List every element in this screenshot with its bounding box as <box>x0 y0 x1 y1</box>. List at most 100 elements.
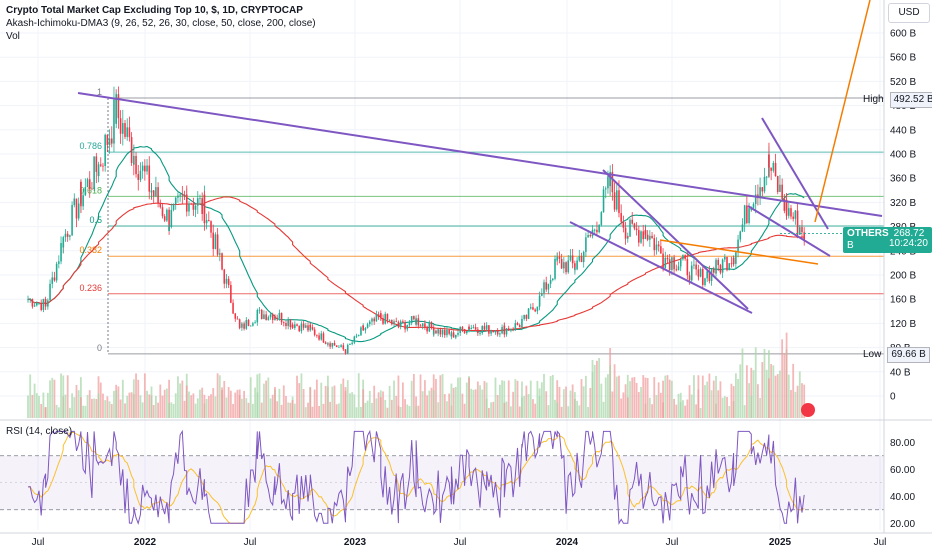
candle-body <box>565 262 567 273</box>
volume-bar <box>432 390 435 418</box>
volume-bar <box>174 393 177 418</box>
volume-bar <box>241 398 243 418</box>
volume-bar <box>776 374 779 418</box>
candle-body <box>668 259 671 270</box>
volume-bar <box>395 395 398 418</box>
volume-bar <box>739 364 742 418</box>
volume-bar <box>699 407 702 418</box>
volume-bar <box>108 401 111 418</box>
volume-bar <box>715 375 717 418</box>
volume-bar <box>582 386 585 418</box>
candle-body <box>649 235 651 240</box>
volume-bar <box>397 405 400 418</box>
volume-bar <box>492 401 495 418</box>
volume-bar <box>443 394 446 418</box>
candle-body <box>238 319 241 328</box>
candle-body <box>62 237 65 248</box>
volume-bar <box>723 396 726 418</box>
candle-body <box>307 325 309 331</box>
candle-body <box>254 322 256 324</box>
candle-body <box>124 123 126 137</box>
volume-label: Vol <box>6 31 20 42</box>
candle-body <box>419 325 422 327</box>
volume-bar <box>792 363 795 418</box>
volume-bar <box>315 379 318 418</box>
candle-body <box>47 300 49 307</box>
candle-body <box>604 188 607 190</box>
volume-bar <box>479 385 481 418</box>
volume-bar <box>73 397 76 418</box>
volume-bar <box>353 394 356 418</box>
x-tick-label: 2025 <box>769 537 792 548</box>
volume-bar <box>415 406 418 418</box>
candle-body <box>135 155 137 175</box>
candle-body <box>95 156 98 172</box>
candle-body <box>320 333 323 340</box>
candle-body <box>545 282 548 290</box>
y-tick-label: 320 B <box>890 198 916 209</box>
candle-body <box>69 235 71 237</box>
volume-bar <box>620 398 623 418</box>
candle-body <box>366 324 369 328</box>
volume-bar <box>732 386 735 418</box>
volume-bar <box>351 392 354 418</box>
volume-bar <box>452 387 455 418</box>
volume-bar <box>232 403 234 418</box>
volume-bar <box>115 390 118 418</box>
candle-body <box>380 313 382 319</box>
candle-body <box>280 312 283 323</box>
candle-body <box>238 327 241 328</box>
volume-bar <box>203 394 206 418</box>
volume-bar <box>399 406 402 418</box>
candle-body <box>386 313 389 321</box>
candle-body <box>406 324 409 330</box>
candle-body <box>344 351 347 354</box>
candle-body <box>737 239 739 253</box>
volume-bar <box>110 403 113 418</box>
candle-body <box>552 278 554 280</box>
volume-bar <box>338 403 340 418</box>
candle-body <box>732 257 735 264</box>
volume-bar <box>287 402 290 418</box>
candle-body <box>368 321 371 325</box>
volume-bar <box>227 387 230 418</box>
candle-body <box>309 324 312 328</box>
candle-body <box>695 264 697 270</box>
volume-bar <box>540 382 543 418</box>
volume-bar <box>717 390 720 418</box>
volume-bar <box>435 378 437 418</box>
volume-bar <box>271 394 274 418</box>
candle-body <box>247 319 250 326</box>
currency-selector[interactable]: USD <box>888 3 930 23</box>
candle-body <box>541 293 543 296</box>
candle-body <box>660 246 662 254</box>
volume-bar <box>483 381 486 418</box>
candle-body <box>110 138 113 144</box>
candle-body <box>626 236 629 239</box>
candle-body <box>704 278 706 286</box>
volume-bar <box>80 397 82 418</box>
candle-body <box>408 323 411 325</box>
candle-body <box>397 326 400 328</box>
volume-bar <box>216 373 219 418</box>
fib-label: 0.786 <box>79 141 102 151</box>
candle-body <box>199 198 201 199</box>
candle-body <box>596 229 598 233</box>
volume-bar <box>168 379 170 418</box>
bar-countdown: 10:24:20 <box>886 238 931 250</box>
volume-bar <box>245 398 248 418</box>
volume-bar <box>214 396 217 418</box>
volume-bar <box>701 375 704 418</box>
candle-body <box>452 332 455 338</box>
volume-bar <box>165 388 168 418</box>
candle-body <box>746 205 748 223</box>
candle-body <box>183 194 186 196</box>
volume-bar <box>430 387 433 418</box>
rsi-tick-label: 60.00 <box>890 465 915 476</box>
volume-bar <box>377 392 380 418</box>
volume-bar <box>236 389 239 418</box>
candle-body <box>569 255 572 261</box>
volume-bar <box>150 386 153 418</box>
candle-body <box>521 318 523 322</box>
